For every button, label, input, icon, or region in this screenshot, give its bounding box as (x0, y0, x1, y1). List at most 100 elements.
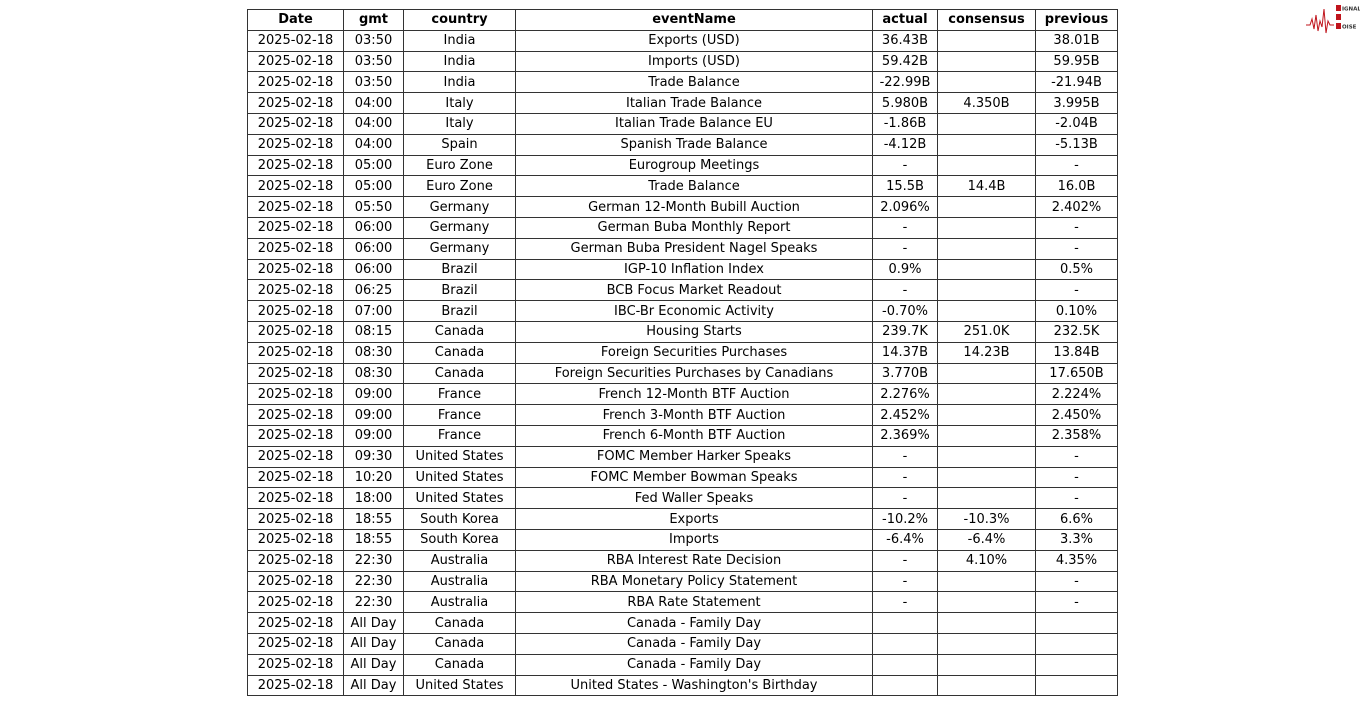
cell-previous: 3.3% (1035, 528, 1118, 551)
cell-country: Euro Zone (403, 175, 516, 198)
table-row: 2025-02-18 18:00 United States Fed Waller S… (247, 487, 1118, 510)
svg-text:OISE: OISE (1342, 25, 1357, 31)
cell-consensus (937, 632, 1036, 655)
cell-gmt: All Day (343, 653, 404, 676)
cell-eventname: United States - Washington's Birthday (515, 674, 873, 697)
cell-country: France (403, 404, 516, 426)
cell-country: India (403, 50, 516, 73)
cell-gmt: 09:00 (343, 404, 404, 426)
cell-gmt: 09:00 (343, 383, 404, 406)
cell-country: Australia (403, 591, 516, 614)
column-header-previous: previous (1035, 9, 1118, 31)
cell-previous: 13.84B (1035, 341, 1118, 364)
cell-gmt: 22:30 (343, 591, 404, 614)
cell-gmt: All Day (343, 632, 404, 655)
cell-actual: - (872, 466, 938, 489)
cell-eventname: FOMC Member Bowman Speaks (515, 466, 873, 489)
cell-eventname: German Buba Monthly Report (515, 216, 873, 239)
signal-2-noise-logo: IGNAL OISE (1306, 5, 1360, 34)
cell-consensus (937, 424, 1036, 447)
cell-country: France (403, 424, 516, 447)
cell-date: 2025-02-18 (247, 216, 344, 239)
cell-consensus (937, 445, 1036, 468)
table-row: 2025-02-18 10:20 United States FOMC Member … (247, 466, 1118, 489)
cell-previous: - (1035, 445, 1118, 468)
cell-gmt: 18:55 (343, 508, 404, 530)
cell-previous: 232.5K (1035, 320, 1118, 343)
cell-country: India (403, 71, 516, 94)
table-row: 2025-02-18 All Day Canada Canada - Family D… (247, 653, 1118, 676)
table-row: 2025-02-18 18:55 South Korea Imports -6.4% -6… (247, 528, 1118, 551)
cell-previous: -21.94B (1035, 71, 1118, 94)
table-row: 2025-02-18 04:00 Italy Italian Trade Balanc… (247, 92, 1118, 114)
table-row: 2025-02-18 08:30 Canada Foreign Securities … (247, 362, 1118, 385)
cell-consensus (937, 487, 1036, 510)
table-row: 2025-02-18 03:50 India Exports (USD) 36.43B 3… (247, 29, 1118, 52)
cell-consensus: 251.0K (937, 320, 1036, 343)
cell-consensus (937, 29, 1036, 52)
cell-consensus (937, 112, 1036, 135)
cell-gmt: All Day (343, 612, 404, 634)
cell-eventname: IGP-10 Inflation Index (515, 258, 873, 281)
cell-country: Brazil (403, 300, 516, 322)
table-row: 2025-02-18 08:30 Canada Foreign Securities … (247, 341, 1118, 364)
cell-date: 2025-02-18 (247, 445, 344, 468)
table-row: 2025-02-18 05:00 Euro Zone Trade Balance 15.… (247, 175, 1118, 198)
column-header-date: Date (247, 9, 344, 31)
cell-eventname: Imports (515, 528, 873, 551)
table-row: 2025-02-18 05:50 Germany German 12-Month Bu… (247, 196, 1118, 218)
cell-actual: - (872, 445, 938, 468)
cell-gmt: 03:50 (343, 50, 404, 73)
cell-consensus (937, 300, 1036, 322)
table-row: 2025-02-18 07:00 Brazil IBC-Br Economic Act… (247, 300, 1118, 322)
table-row: 2025-02-18 04:00 Italy Italian Trade Balanc… (247, 112, 1118, 135)
cell-consensus (937, 591, 1036, 614)
table-row: 2025-02-18 03:50 India Trade Balance -22.99B… (247, 71, 1118, 94)
cell-previous: 17.650B (1035, 362, 1118, 385)
table-row: 2025-02-18 All Day Canada Canada - Family D… (247, 632, 1118, 655)
cell-consensus (937, 674, 1036, 697)
cell-eventname: German Buba President Nagel Speaks (515, 237, 873, 260)
cell-country: South Korea (403, 508, 516, 530)
cell-country: Italy (403, 112, 516, 135)
cell-consensus (937, 612, 1036, 634)
cell-previous: - (1035, 279, 1118, 302)
cell-country: Canada (403, 320, 516, 343)
cell-actual: -0.70% (872, 300, 938, 322)
cell-eventname: French 6-Month BTF Auction (515, 424, 873, 447)
cell-country: United States (403, 487, 516, 510)
cell-gmt: 06:00 (343, 216, 404, 239)
cell-date: 2025-02-18 (247, 383, 344, 406)
cell-date: 2025-02-18 (247, 154, 344, 177)
cell-previous: 38.01B (1035, 29, 1118, 52)
table-row: 2025-02-18 22:30 Australia RBA Monetary Pol… (247, 570, 1118, 593)
table-row: 2025-02-18 18:55 South Korea Exports -10.2% -… (247, 508, 1118, 530)
cell-gmt: All Day (343, 674, 404, 697)
cell-consensus (937, 383, 1036, 406)
cell-consensus (937, 50, 1036, 73)
table-row: 2025-02-18 All Day United States United Sta… (247, 674, 1118, 697)
cell-date: 2025-02-18 (247, 320, 344, 343)
cell-consensus: 14.4B (937, 175, 1036, 198)
cell-eventname: Trade Balance (515, 71, 873, 94)
cell-date: 2025-02-18 (247, 404, 344, 426)
cell-eventname: Italian Trade Balance (515, 92, 873, 114)
cell-gmt: 10:20 (343, 466, 404, 489)
cell-eventname: Fed Waller Speaks (515, 487, 873, 510)
cell-date: 2025-02-18 (247, 591, 344, 614)
cell-actual: - (872, 487, 938, 510)
cell-country: Germany (403, 196, 516, 218)
cell-country: India (403, 29, 516, 52)
cell-date: 2025-02-18 (247, 112, 344, 135)
cell-previous: - (1035, 154, 1118, 177)
cell-date: 2025-02-18 (247, 674, 344, 697)
cell-gmt: 06:00 (343, 258, 404, 281)
cell-date: 2025-02-18 (247, 300, 344, 322)
cell-consensus: -6.4% (937, 528, 1036, 551)
cell-date: 2025-02-18 (247, 29, 344, 52)
cell-country: United States (403, 445, 516, 468)
cell-actual: 2.452% (872, 404, 938, 426)
cell-eventname: RBA Interest Rate Decision (515, 549, 873, 572)
cell-gmt: 18:55 (343, 528, 404, 551)
cell-actual: 5.980B (872, 92, 938, 114)
